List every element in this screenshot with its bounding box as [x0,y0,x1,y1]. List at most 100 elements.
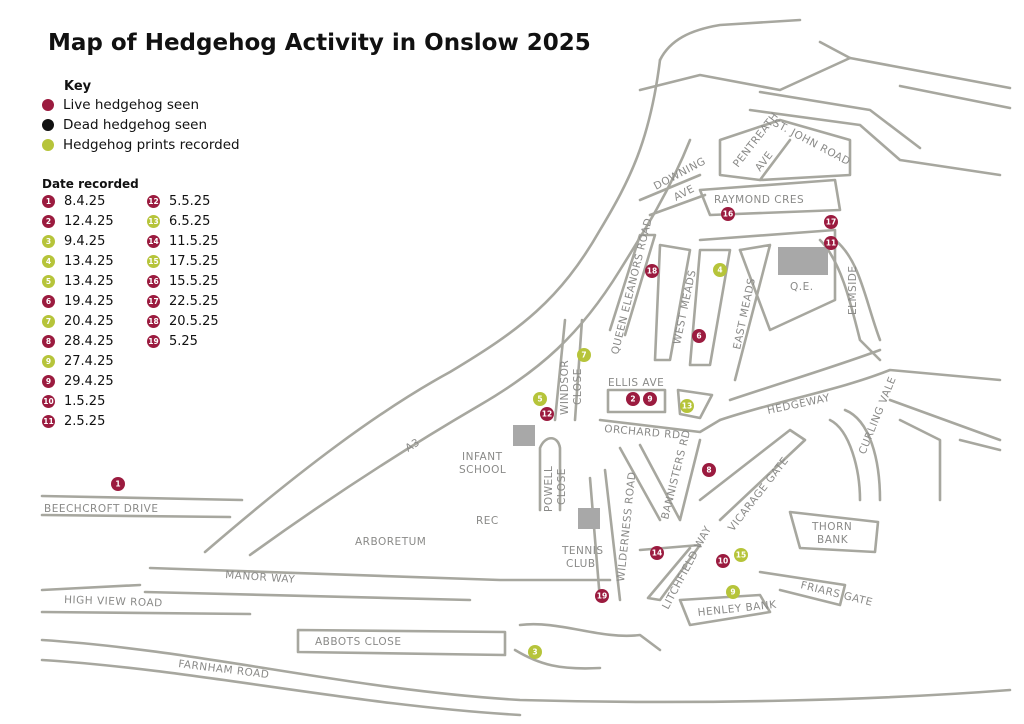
marker-8-label: 8 [706,466,711,475]
road-beechcroft [40,494,244,519]
date-item: 13 6.5.25 [147,214,210,229]
marker-15[interactable]: 15 [734,548,748,562]
number-badge-icon: 8 [42,335,55,348]
date-label: 1.5.25 [64,394,106,409]
marker-3-label: 3 [532,648,537,657]
marker-2[interactable]: 2 [626,392,640,406]
marker-13[interactable]: 13 [680,399,694,413]
date-item: 10 1.5.25 [42,394,105,409]
label-powell-close: CLOSE [556,468,568,505]
date-item: 7 20.4.25 [42,314,114,329]
marker-4-label: 4 [717,266,722,275]
road-pentreath [718,118,852,182]
marker-11[interactable]: 11 [824,236,838,250]
label-manor-way: MANOR WAY [225,569,296,586]
label-bank: BANK [817,534,849,546]
key-item-dead: Dead hedgehog seen [42,117,207,133]
date-label: 22.5.25 [169,294,219,309]
road-litchfield [638,543,702,602]
number-badge-icon: 3 [42,235,55,248]
road-top-right2 [638,40,852,92]
road-top-right [848,56,1012,110]
dead-dot-icon [42,119,54,131]
label-east-meads: EAST MEADS [731,277,758,351]
date-label: 13.4.25 [64,254,114,269]
marker-9-live[interactable]: 9 [643,392,657,406]
date-label: 15.5.25 [169,274,219,289]
date-label: 17.5.25 [169,254,219,269]
road-powell [538,436,562,512]
marker-7[interactable]: 7 [577,348,591,362]
marker-9-prints-label: 9 [730,588,735,597]
qe-building [778,247,828,275]
number-badge-icon: 5 [42,275,55,288]
marker-3[interactable]: 3 [528,645,542,659]
date-label: 5.5.25 [169,194,211,209]
marker-5[interactable]: 5 [533,392,547,406]
marker-5-label: 5 [537,395,542,404]
label-high-view: HIGH VIEW ROAD [64,594,163,609]
marker-7-label: 7 [581,351,586,360]
marker-19-label: 19 [597,592,607,601]
marker-4[interactable]: 4 [713,263,727,277]
label-wilderness: WILDERNESS ROAD [615,471,639,582]
road-network [40,18,1012,717]
prints-dot-icon [42,139,54,151]
number-badge-icon: 1 [42,195,55,208]
marker-19[interactable]: 19 [595,589,609,603]
date-label: 12.4.25 [64,214,114,229]
date-item: 15 17.5.25 [147,254,219,269]
date-recorded-heading: Date recorded [42,177,139,191]
road-abbots [296,628,507,657]
date-item: 12 5.5.25 [147,194,210,209]
date-item: 6 19.4.25 [42,294,114,309]
key-heading: Key [64,79,92,94]
label-raymond: RAYMOND CRES [714,194,804,206]
marker-1[interactable]: 1 [111,477,125,491]
date-item: 16 15.5.25 [147,274,219,289]
number-badge-icon: 11 [42,415,55,428]
marker-18[interactable]: 18 [645,264,659,278]
road-box13 [676,388,714,420]
marker-9-prints[interactable]: 9 [726,585,740,599]
number-badge-icon: 9 [42,375,55,388]
number-badge-icon: 9 [42,355,55,368]
marker-12-label: 12 [542,410,552,419]
road-hedgeway [718,348,1002,422]
marker-12[interactable]: 12 [540,407,554,421]
road-curling [828,408,882,502]
label-windsor-close: CLOSE [572,368,584,405]
number-badge-icon: 17 [147,295,160,308]
marker-6[interactable]: 6 [692,329,706,343]
road-queen-eleanors [608,233,657,337]
marker-10[interactable]: 10 [716,554,730,568]
date-label: 9.4.25 [64,234,106,249]
number-badge-icon: 18 [147,315,160,328]
marker-8[interactable]: 8 [702,463,716,477]
number-badge-icon: 4 [42,255,55,268]
key-item-dead-label: Dead hedgehog seen [63,117,208,133]
road-thorn [788,510,880,554]
label-infant: INFANT [462,451,503,463]
number-badge-icon: 13 [147,215,160,228]
label-ellis: ELLIS AVE [608,377,664,389]
marker-14-label: 14 [652,549,662,558]
date-item: 1 8.4.25 [42,194,105,209]
road-west-meads [653,243,692,362]
label-vicarage: VICARAGE GATE [726,455,791,534]
key-item-live-label: Live hedgehog seen [63,97,200,113]
marker-17-label: 17 [826,218,836,227]
road-friars [758,570,847,607]
key-item-live: Live hedgehog seen [42,97,199,113]
date-item: 3 9.4.25 [42,234,105,249]
marker-16[interactable]: 16 [721,207,735,221]
marker-2-label: 2 [630,395,635,404]
marker-11-label: 11 [826,239,836,248]
marker-17[interactable]: 17 [824,215,838,229]
date-label: 28.4.25 [64,334,114,349]
date-label: 8.4.25 [64,194,106,209]
marker-14[interactable]: 14 [650,546,664,560]
date-label: 20.4.25 [64,314,114,329]
date-label: 27.4.25 [64,354,114,369]
